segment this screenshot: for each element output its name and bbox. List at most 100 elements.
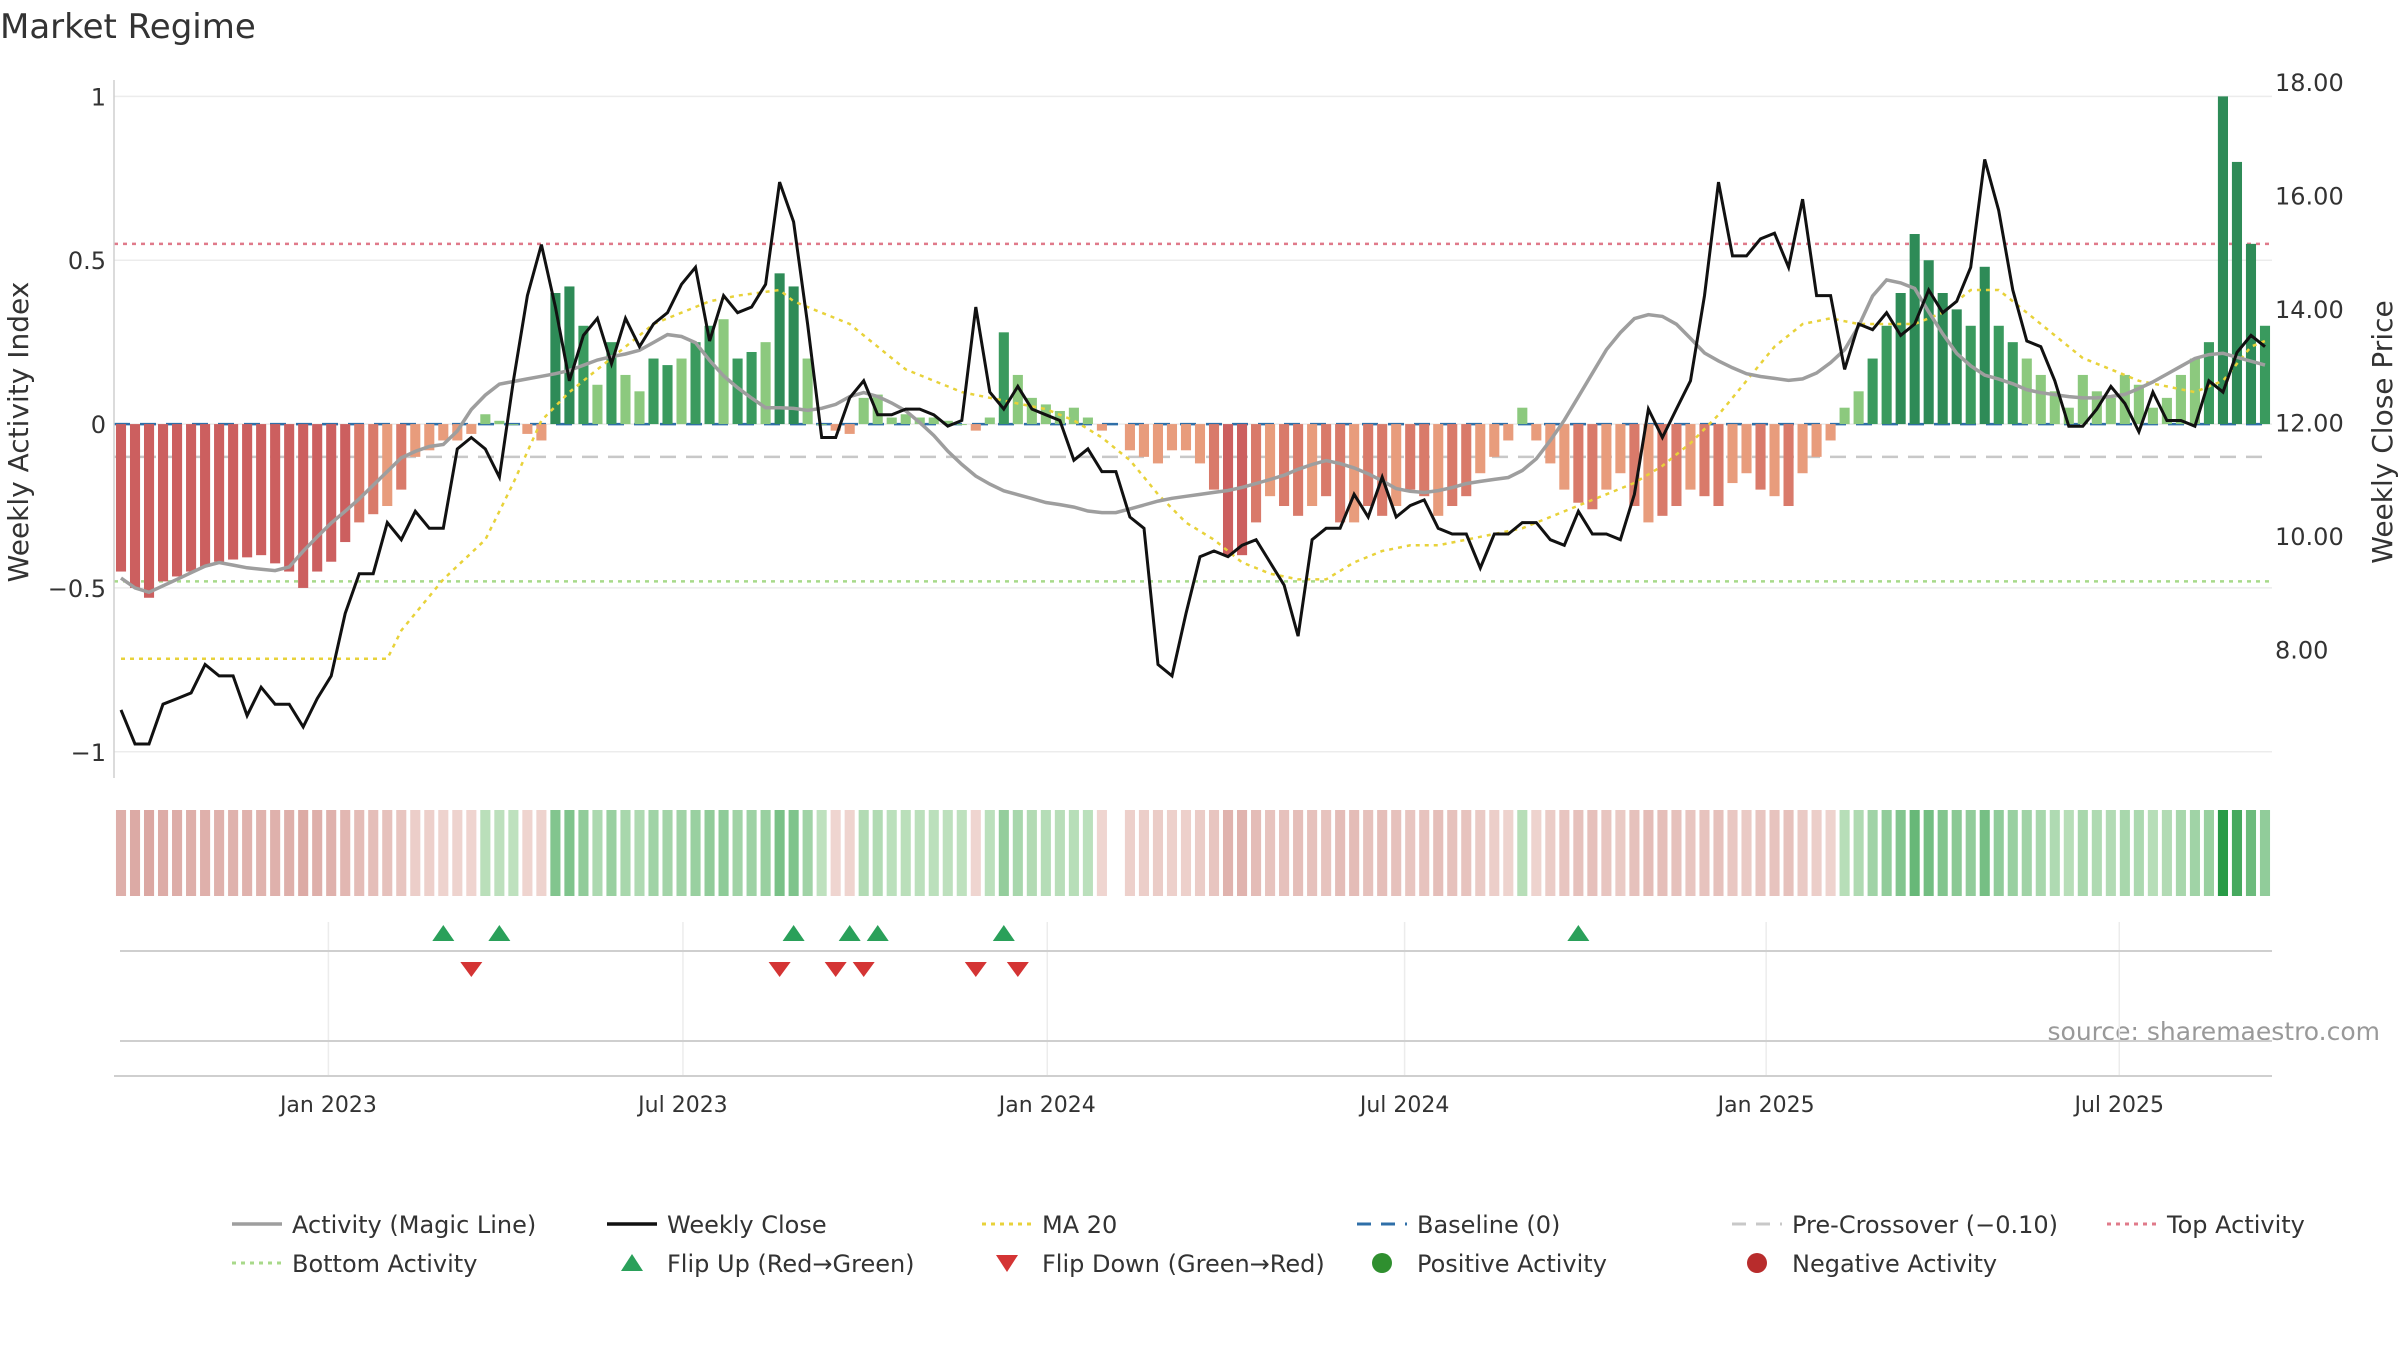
activity-bar xyxy=(984,417,995,425)
heat-strip-cell xyxy=(634,810,645,896)
flip-up-marker xyxy=(782,925,805,941)
weekly-close-line xyxy=(119,159,2266,746)
activity-bar xyxy=(1909,234,1920,425)
heat-strip-cell xyxy=(2203,810,2214,896)
activity-bar xyxy=(2189,358,2200,425)
heat-strip-cell xyxy=(1391,810,1402,896)
activity-bar xyxy=(634,391,645,425)
activity-bar xyxy=(1853,391,1864,425)
activity-bar xyxy=(830,424,841,431)
heat-strip-cell xyxy=(382,810,393,896)
activity-bar xyxy=(340,424,351,543)
activity-bar xyxy=(2049,391,2060,425)
right-tick-label: 16.00 xyxy=(2275,183,2344,211)
activity-bar xyxy=(115,424,127,572)
heat-strip-cell xyxy=(1293,810,1304,896)
axes: 1 0.5 0 −0.5 −1 18.00 16.00 14.00 12.00 10.00 8.00… xyxy=(48,69,2344,1118)
activity-bar xyxy=(410,424,421,457)
activity-bar xyxy=(1138,424,1149,457)
heat-strip-cell xyxy=(536,810,547,896)
heat-strip-cell xyxy=(1685,810,1696,896)
activity-bar xyxy=(1783,424,1794,507)
heat-strip-cell xyxy=(2259,810,2271,896)
legend-label: Flip Up (Red→Green) xyxy=(667,1250,915,1278)
heat-strip-cell xyxy=(143,810,155,896)
legend-label: Activity (Magic Line) xyxy=(292,1211,536,1239)
activity-bar xyxy=(2217,96,2228,425)
activity-bar xyxy=(1180,424,1192,451)
heat-strip-cell xyxy=(648,810,659,896)
activity-bar xyxy=(1825,424,1836,441)
heat-strip-cell xyxy=(129,810,141,896)
heat-strip-cell xyxy=(2119,810,2130,896)
heat-strip-cell xyxy=(802,810,813,896)
activity-bar xyxy=(942,420,953,425)
heat-strip-cell xyxy=(2091,810,2102,896)
x-tick-label: Jan 2024 xyxy=(997,1093,1096,1118)
activity-bar xyxy=(1517,407,1528,425)
heat-strip-cell xyxy=(1531,810,1542,896)
activity-bar xyxy=(1208,424,1220,490)
heat-strip-cell xyxy=(1166,810,1178,896)
right-tick-label: 14.00 xyxy=(2275,296,2344,324)
activity-bar xyxy=(1979,266,1990,425)
heat-strip-cell xyxy=(970,810,981,896)
heat-strip-cell xyxy=(1180,810,1192,896)
activity-bar xyxy=(1923,260,1934,425)
activity-bar xyxy=(1769,424,1780,497)
heat-strip-cell xyxy=(1587,810,1598,896)
flip-up-marker xyxy=(992,925,1015,941)
heat-strip-cell xyxy=(746,810,757,896)
heat-strip-cell xyxy=(550,810,561,896)
heat-strip-cell xyxy=(928,810,939,896)
activity-bar xyxy=(1531,424,1542,441)
flip-markers xyxy=(120,925,2272,977)
activity-bar xyxy=(732,358,743,425)
heat-strip-cell xyxy=(1475,810,1486,896)
activity-bar xyxy=(494,420,505,425)
heat-strip-cell xyxy=(1433,810,1444,896)
activity-bar xyxy=(1587,424,1598,510)
heat-strip-cell xyxy=(115,810,127,896)
activity-bar xyxy=(1657,424,1668,516)
legend-item: Weekly Close xyxy=(607,1211,827,1239)
heat-strip-cell xyxy=(2021,810,2032,896)
legend-label: Baseline (0) xyxy=(1417,1211,1560,1239)
activity-bar xyxy=(1755,424,1766,490)
heat-strip-cell xyxy=(186,810,197,896)
heat-strip-cell xyxy=(270,810,281,896)
heat-strip-cell xyxy=(1208,810,1220,896)
flip-up-marker xyxy=(866,925,889,941)
legend: Activity (Magic Line) Weekly Close MA 20 Ba… xyxy=(232,1211,2305,1278)
heat-strip-cell xyxy=(1237,810,1248,896)
activity-bar xyxy=(970,424,981,431)
heat-strip-cell xyxy=(1517,810,1528,896)
activity-bar xyxy=(186,424,197,572)
heat-strip-cell xyxy=(1068,810,1079,896)
legend-label: Weekly Close xyxy=(667,1211,827,1239)
activity-bar xyxy=(1026,397,1037,425)
heat-strip-cell xyxy=(1096,810,1107,896)
x-tick-label: Jan 2025 xyxy=(1716,1093,1815,1118)
heat-strip-cell xyxy=(494,810,505,896)
legend-item: Baseline (0) xyxy=(1357,1211,1560,1239)
right-y-axis-label: Weekly Close Price xyxy=(2366,300,2399,563)
activity-bar xyxy=(129,424,141,588)
heat-strip-cell xyxy=(2049,810,2060,896)
left-y-axis-label: Weekly Activity Index xyxy=(2,282,35,583)
activity-bar xyxy=(1265,424,1276,497)
activity-bar xyxy=(1391,424,1402,507)
heat-strip-cell xyxy=(326,810,337,896)
activity-bar xyxy=(438,424,449,441)
activity-bar xyxy=(690,342,701,425)
heat-strip-cell xyxy=(1671,810,1682,896)
activity-bar xyxy=(956,424,967,426)
heat-strip-cell xyxy=(1279,810,1290,896)
heat-strip-cell xyxy=(1979,810,1990,896)
heat-strip-cell xyxy=(1937,810,1948,896)
heat-strip-cell xyxy=(606,810,617,896)
activity-bar xyxy=(1349,424,1360,523)
heat-strip-cell xyxy=(1657,810,1668,896)
heat-strip-cell xyxy=(998,810,1009,896)
heat-strip-cell xyxy=(662,810,673,896)
